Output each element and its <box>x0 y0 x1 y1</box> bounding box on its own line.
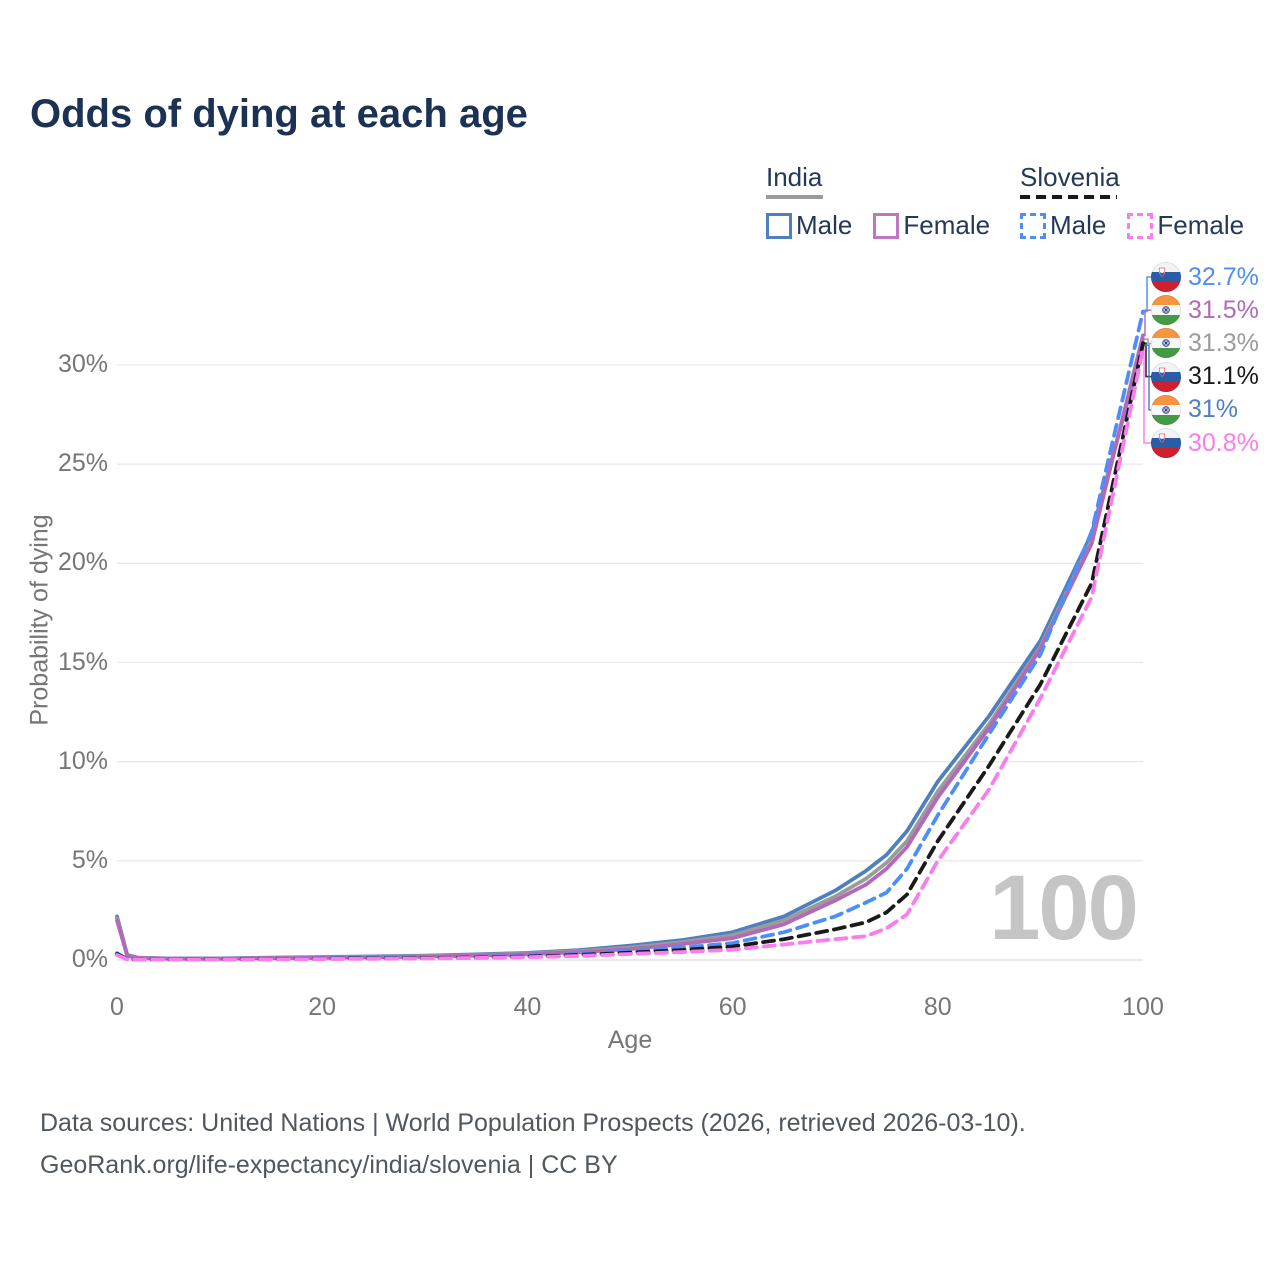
end-label-value: 30.8% <box>1188 428 1259 457</box>
legend-item-label: Male <box>796 210 853 240</box>
slovenia-flag-icon-wrap <box>1150 427 1182 459</box>
y-tick-15: 15% <box>57 647 108 676</box>
footer: Data sources: United Nations | World Pop… <box>40 1102 1026 1186</box>
india-flag-icon <box>1150 328 1182 359</box>
page-title: Odds of dying at each age <box>30 92 528 136</box>
y-tick-0: 0% <box>71 945 108 973</box>
x-tick-40: 40 <box>513 993 542 1021</box>
legend-items-slovenia: Male Female <box>1020 210 1244 241</box>
footer-attribution: GeoRank.org/life-expectancy/india/sloven… <box>40 1151 618 1179</box>
line-india-both[interactable] <box>115 337 1145 961</box>
legend-group-label-india: India <box>766 162 823 192</box>
end-label-slovenia-female: 30.8% <box>1150 426 1259 460</box>
legend-item-india-female[interactable]: Female <box>873 210 990 241</box>
leader-india-both <box>1143 338 1152 345</box>
hovered-age-watermark: 100 <box>989 857 1139 959</box>
slovenia-flag-icon <box>1150 261 1182 293</box>
end-label-slovenia-male: 32.7% <box>1150 260 1259 294</box>
x-tick-80: 80 <box>923 993 952 1021</box>
slovenia-flag-icon <box>1150 427 1182 459</box>
slovenia-flag-icon <box>1150 361 1182 392</box>
end-label-value: 31.1% <box>1188 362 1259 391</box>
legend-underline-india <box>766 195 823 199</box>
x-tick-60: 60 <box>718 993 747 1021</box>
india-flag-icon-wrap <box>1150 328 1182 359</box>
line-india-female[interactable] <box>115 333 1145 961</box>
end-label-india-male: 31% <box>1150 393 1239 427</box>
legend-item-slovenia-female[interactable]: Female <box>1127 210 1244 241</box>
legend-underline-slovenia <box>1020 195 1117 199</box>
legend-item-label: Male <box>1050 210 1107 240</box>
y-axis-title: Probability of dying <box>25 514 54 726</box>
end-label-value: 31.5% <box>1188 295 1259 324</box>
legend-items-india: Male Female <box>766 210 990 241</box>
legend-checkbox-slovenia-male[interactable] <box>1020 212 1046 239</box>
end-label-value: 32.7% <box>1188 262 1259 291</box>
legend-item-slovenia-male[interactable]: Male <box>1020 210 1106 241</box>
y-tick-25: 25% <box>57 449 108 478</box>
slovenia-flag-icon-wrap <box>1150 261 1182 293</box>
line-india-male[interactable] <box>115 343 1145 961</box>
legend-group-india: India Male Female <box>766 162 990 241</box>
india-flag-icon-wrap <box>1150 394 1182 425</box>
india-flag-icon <box>1150 394 1182 425</box>
legend-item-india-male[interactable]: Male <box>766 210 852 241</box>
y-tick-20: 20% <box>57 548 108 577</box>
x-axis-title: Age <box>607 1026 653 1054</box>
india-flag-icon-wrap <box>1150 295 1182 326</box>
slovenia-flag-icon-wrap <box>1150 361 1182 392</box>
legend-checkbox-slovenia-female[interactable] <box>1127 212 1154 239</box>
legend-checkbox-india-female[interactable] <box>873 212 900 239</box>
line-slovenia-female[interactable] <box>115 347 1145 962</box>
y-tick-30: 30% <box>57 350 108 378</box>
legend-group-label-slovenia: Slovenia <box>1020 162 1120 192</box>
line-slovenia-male[interactable] <box>115 309 1145 962</box>
india-flag-icon <box>1150 295 1182 326</box>
legend-item-label: Female <box>1157 210 1245 240</box>
x-tick-0: 0 <box>110 993 124 1021</box>
line-slovenia-both[interactable] <box>115 341 1145 962</box>
legend-checkbox-india-male[interactable] <box>766 212 792 239</box>
legend-item-label: Female <box>903 210 991 240</box>
end-label-value: 31% <box>1188 395 1239 424</box>
x-tick-20: 20 <box>308 993 337 1021</box>
x-tick-100: 100 <box>1122 993 1164 1021</box>
end-label-slovenia-both: 31.1% <box>1150 360 1259 394</box>
leader-india-male <box>1143 344 1152 411</box>
end-label-india-female: 31.5% <box>1150 293 1259 327</box>
end-label-value: 31.3% <box>1188 328 1259 357</box>
legend-group-slovenia: Slovenia Male Female <box>1020 162 1244 241</box>
y-tick-10: 10% <box>57 746 108 775</box>
footer-sources: Data sources: United Nations | World Pop… <box>40 1109 1026 1137</box>
y-tick-5: 5% <box>71 845 108 874</box>
end-label-india-both: 31.3% <box>1150 326 1259 360</box>
